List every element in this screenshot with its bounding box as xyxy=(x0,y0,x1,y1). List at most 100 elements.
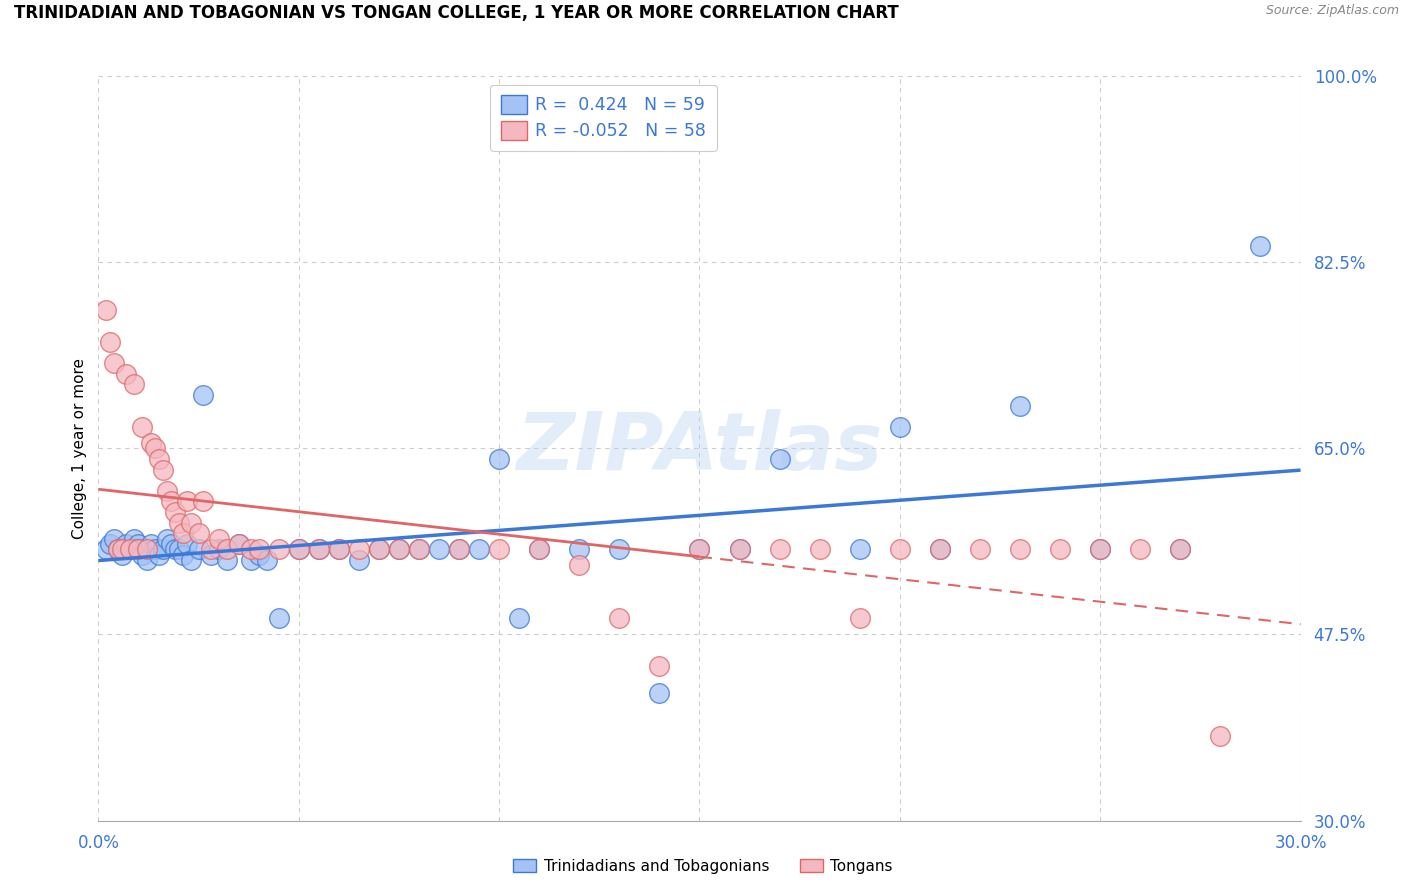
Text: ZIPAtlas: ZIPAtlas xyxy=(516,409,883,487)
Point xyxy=(1250,239,1272,253)
Point xyxy=(768,542,790,557)
Point xyxy=(728,542,751,557)
Point xyxy=(96,542,118,557)
Point xyxy=(728,542,751,557)
Point xyxy=(388,542,411,557)
Point xyxy=(103,356,125,370)
Point xyxy=(368,542,391,557)
Point xyxy=(139,537,162,551)
Point xyxy=(163,505,186,519)
Point xyxy=(96,302,118,317)
Point xyxy=(808,542,831,557)
Point xyxy=(152,462,174,476)
Point xyxy=(568,558,591,573)
Legend: Trinidadians and Tobagonians, Tongans: Trinidadians and Tobagonians, Tongans xyxy=(508,853,898,880)
Point xyxy=(1010,542,1032,557)
Point xyxy=(115,367,138,381)
Point xyxy=(148,451,170,466)
Point xyxy=(849,542,872,557)
Point xyxy=(103,532,125,546)
Point xyxy=(200,542,222,557)
Point xyxy=(172,526,194,541)
Point xyxy=(609,542,631,557)
Point xyxy=(768,451,790,466)
Point xyxy=(347,553,370,567)
Point xyxy=(508,611,530,625)
Point xyxy=(468,542,491,557)
Point xyxy=(1049,542,1071,557)
Point xyxy=(929,542,952,557)
Point xyxy=(288,542,311,557)
Point xyxy=(131,420,153,434)
Point xyxy=(208,532,231,546)
Point xyxy=(408,542,430,557)
Point xyxy=(408,542,430,557)
Point xyxy=(107,542,129,557)
Point xyxy=(200,548,222,562)
Point xyxy=(688,542,710,557)
Point xyxy=(128,542,150,557)
Point xyxy=(128,542,150,557)
Point xyxy=(159,537,181,551)
Point xyxy=(120,542,142,557)
Point xyxy=(688,542,710,557)
Point xyxy=(849,611,872,625)
Point xyxy=(139,436,162,450)
Point xyxy=(131,548,153,562)
Point xyxy=(529,542,551,557)
Point xyxy=(191,388,214,402)
Point xyxy=(328,542,350,557)
Point xyxy=(176,537,198,551)
Point xyxy=(308,542,330,557)
Point xyxy=(135,553,157,567)
Y-axis label: College, 1 year or more: College, 1 year or more xyxy=(72,358,87,539)
Point xyxy=(288,542,311,557)
Point xyxy=(347,542,370,557)
Point xyxy=(167,516,190,530)
Point xyxy=(120,542,142,557)
Point xyxy=(176,494,198,508)
Point xyxy=(111,542,134,557)
Point xyxy=(215,542,238,557)
Point xyxy=(163,542,186,557)
Point xyxy=(208,542,231,557)
Point xyxy=(447,542,470,557)
Point xyxy=(143,441,166,455)
Point xyxy=(368,542,391,557)
Legend: R =  0.424   N = 59, R = -0.052   N = 58: R = 0.424 N = 59, R = -0.052 N = 58 xyxy=(491,85,717,151)
Point xyxy=(111,548,134,562)
Point xyxy=(1129,542,1152,557)
Point xyxy=(488,542,510,557)
Point xyxy=(1010,399,1032,413)
Point xyxy=(180,516,202,530)
Point xyxy=(648,686,671,700)
Point xyxy=(191,494,214,508)
Point xyxy=(228,537,250,551)
Point xyxy=(427,542,450,557)
Point xyxy=(1170,542,1192,557)
Point xyxy=(1170,542,1192,557)
Point xyxy=(648,659,671,673)
Point xyxy=(267,542,290,557)
Point xyxy=(1088,542,1111,557)
Point xyxy=(159,494,181,508)
Point xyxy=(256,553,278,567)
Point xyxy=(172,548,194,562)
Point xyxy=(143,542,166,557)
Point xyxy=(247,548,270,562)
Point xyxy=(328,542,350,557)
Point xyxy=(529,542,551,557)
Point xyxy=(609,611,631,625)
Point xyxy=(148,548,170,562)
Point xyxy=(128,537,150,551)
Point xyxy=(187,526,209,541)
Text: Source: ZipAtlas.com: Source: ZipAtlas.com xyxy=(1265,4,1399,18)
Point xyxy=(115,537,138,551)
Point xyxy=(124,532,146,546)
Point xyxy=(100,537,122,551)
Point xyxy=(889,542,911,557)
Point xyxy=(215,553,238,567)
Point xyxy=(135,542,157,557)
Point xyxy=(447,542,470,557)
Point xyxy=(180,553,202,567)
